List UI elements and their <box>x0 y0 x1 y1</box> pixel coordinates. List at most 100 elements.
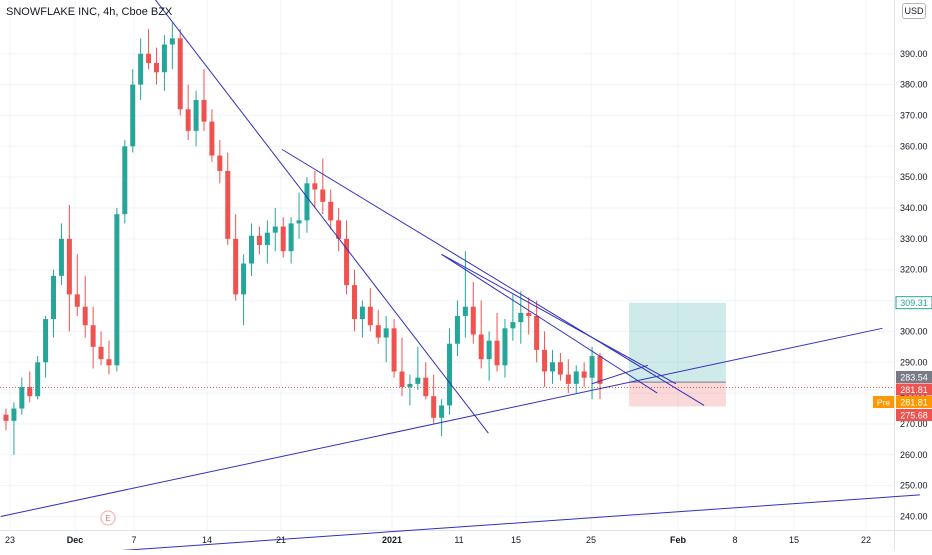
candle-body[interactable] <box>209 121 215 156</box>
candle-body[interactable] <box>106 359 112 366</box>
candle-body[interactable] <box>66 238 72 295</box>
price-label-text: 275.68 <box>900 411 928 421</box>
candle-body[interactable] <box>581 371 587 378</box>
price-label-box <box>896 396 932 408</box>
candle-body[interactable] <box>58 238 64 276</box>
candle-body[interactable] <box>82 306 88 326</box>
price-label-box <box>896 371 932 383</box>
y-tick-label: 290.00 <box>900 357 928 367</box>
candle-body[interactable] <box>502 328 508 366</box>
candle-body[interactable] <box>565 374 571 384</box>
candle-body[interactable] <box>415 377 421 384</box>
candle-body[interactable] <box>375 325 381 338</box>
candle-body[interactable] <box>399 371 405 387</box>
candle-body[interactable] <box>256 235 262 246</box>
candle-body[interactable] <box>51 275 57 320</box>
candle-body[interactable] <box>35 362 41 397</box>
candle-body[interactable] <box>447 343 453 406</box>
candle-body[interactable] <box>431 396 437 418</box>
candle-body[interactable] <box>288 223 294 252</box>
trendline[interactable] <box>441 253 658 394</box>
candle-body[interactable] <box>264 232 270 246</box>
candle-body[interactable] <box>454 315 460 344</box>
price-label-text: 283.54 <box>900 373 928 383</box>
candle-body[interactable] <box>122 146 128 215</box>
candle-body[interactable] <box>534 315 540 350</box>
candle-body[interactable] <box>351 285 357 320</box>
candle-body[interactable] <box>359 306 365 320</box>
earnings-event-marker[interactable] <box>100 510 116 526</box>
price-label-pre-market: 281.81 Pre <box>873 396 932 408</box>
candle-body[interactable] <box>557 362 563 375</box>
candle-body[interactable] <box>241 263 247 295</box>
candle-body[interactable] <box>193 100 199 131</box>
y-tick-label: 330.00 <box>900 234 928 244</box>
candle-body[interactable] <box>328 201 334 221</box>
candle-body[interactable] <box>510 322 516 329</box>
candle-body[interactable] <box>43 319 49 363</box>
candle-body[interactable] <box>542 349 548 372</box>
candle-body[interactable] <box>296 220 302 224</box>
candle-body[interactable] <box>304 183 310 221</box>
candle-body[interactable] <box>138 53 144 85</box>
candle-body[interactable] <box>272 226 278 233</box>
trendline[interactable] <box>281 148 705 406</box>
candle-body[interactable] <box>423 377 429 397</box>
candle-body[interactable] <box>367 306 373 326</box>
trendline[interactable] <box>48 0 489 434</box>
candle-body[interactable] <box>549 362 555 372</box>
candle-body[interactable] <box>27 386 33 397</box>
candle-body[interactable] <box>177 38 183 110</box>
candle-body[interactable] <box>90 325 96 347</box>
trendline[interactable] <box>122 494 920 551</box>
candle-body[interactable] <box>19 386 25 409</box>
candle-body[interactable] <box>169 38 175 45</box>
candle-body[interactable] <box>597 356 603 384</box>
candle-body[interactable] <box>217 155 223 171</box>
candle-body[interactable] <box>98 346 104 360</box>
candle-body[interactable] <box>486 340 492 360</box>
candle-body[interactable] <box>11 408 17 421</box>
trendline[interactable] <box>0 327 883 517</box>
currency-button[interactable]: USD <box>902 3 926 19</box>
candle-body[interactable] <box>526 312 532 316</box>
candle-body[interactable] <box>249 235 255 264</box>
candle-body[interactable] <box>320 189 326 202</box>
candle-body[interactable] <box>146 53 152 64</box>
candle-body[interactable] <box>462 306 468 316</box>
candle-body[interactable] <box>3 414 9 421</box>
candle-body[interactable] <box>153 63 159 73</box>
x-tick-label: 23 <box>5 535 15 545</box>
candle-body[interactable] <box>114 214 120 366</box>
candle-body[interactable] <box>391 328 397 372</box>
candle-body[interactable] <box>312 183 318 190</box>
candle-body[interactable] <box>344 238 350 286</box>
candle-body[interactable] <box>185 109 191 131</box>
candle-body[interactable] <box>589 356 595 378</box>
candle-body[interactable] <box>407 383 413 387</box>
candle-body[interactable] <box>470 306 476 335</box>
x-tick-label: 15 <box>789 535 799 545</box>
candle-body[interactable] <box>225 170 231 239</box>
candle-body[interactable] <box>130 84 136 147</box>
stop-zone[interactable] <box>629 382 726 407</box>
candle-body[interactable] <box>439 405 445 418</box>
candle-body[interactable] <box>280 226 286 252</box>
x-tick-label: Feb <box>670 535 687 545</box>
candle-body[interactable] <box>383 328 389 338</box>
candle-body[interactable] <box>518 312 524 323</box>
candle-body[interactable] <box>494 340 500 366</box>
trendline[interactable] <box>591 364 648 385</box>
candle-body[interactable] <box>478 334 484 360</box>
earnings-event-label: E <box>105 514 110 523</box>
candle-body[interactable] <box>161 44 167 73</box>
candle-body[interactable] <box>74 294 80 307</box>
candle-body[interactable] <box>233 238 239 295</box>
candle-body[interactable] <box>573 371 579 384</box>
candle-body[interactable] <box>201 100 207 122</box>
target-zone[interactable] <box>629 302 726 383</box>
trendline[interactable] <box>441 253 677 385</box>
candle-body[interactable] <box>336 220 342 239</box>
